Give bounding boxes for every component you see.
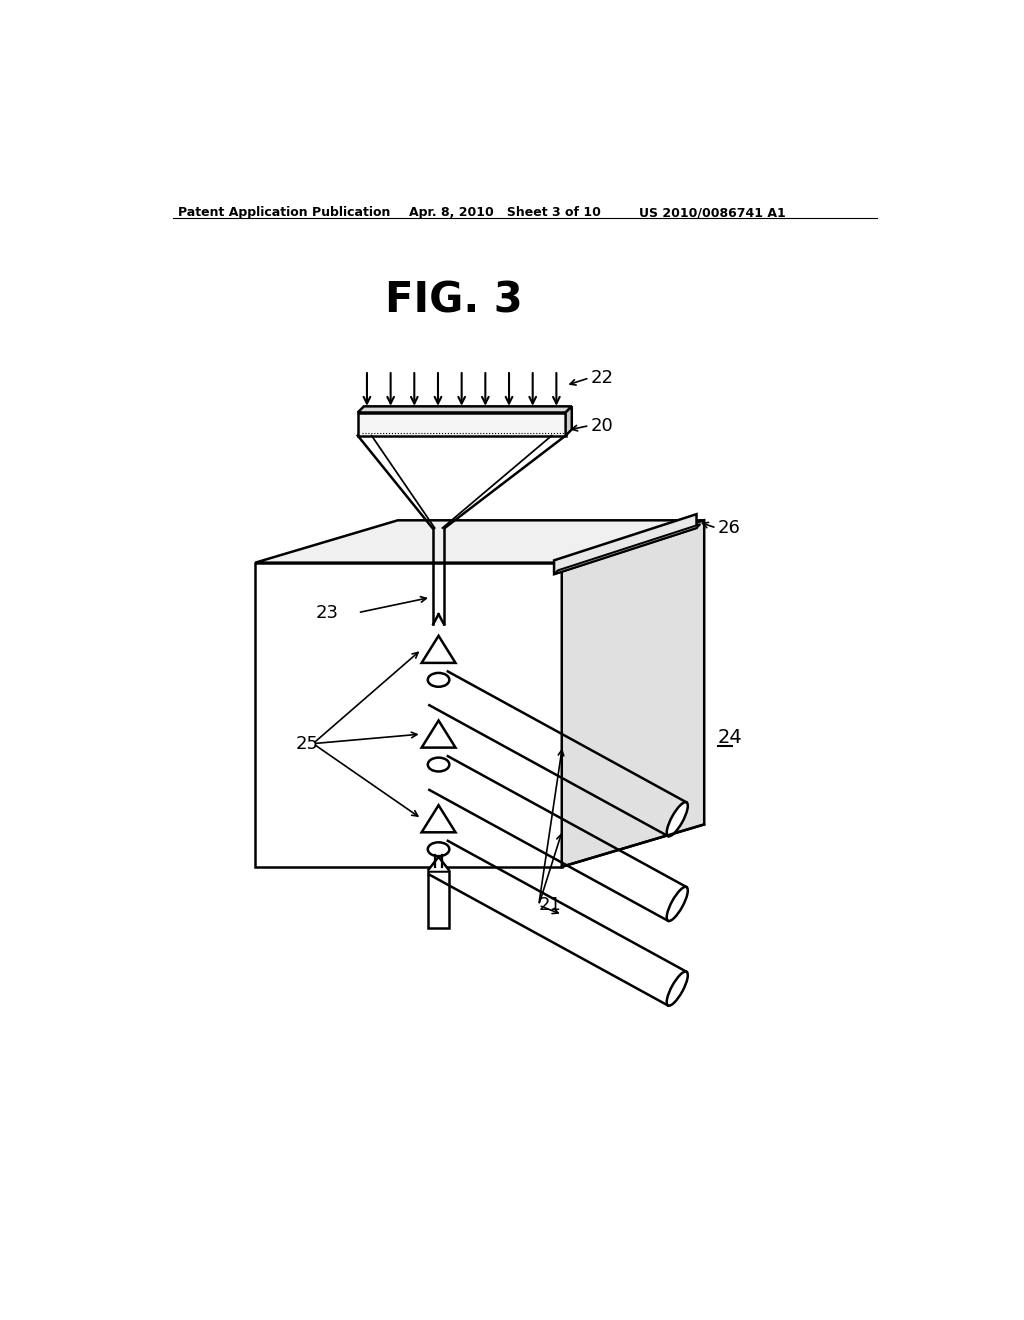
Polygon shape <box>562 520 705 867</box>
Text: 20: 20 <box>591 417 613 434</box>
Polygon shape <box>565 407 571 436</box>
FancyBboxPatch shape <box>428 871 450 928</box>
Text: FIG. 3: FIG. 3 <box>385 280 523 322</box>
Polygon shape <box>428 857 450 871</box>
Text: Patent Application Publication: Patent Application Publication <box>178 206 391 219</box>
Ellipse shape <box>428 842 450 857</box>
Text: US 2010/0086741 A1: US 2010/0086741 A1 <box>639 206 785 219</box>
Polygon shape <box>554 524 700 574</box>
Text: 24: 24 <box>718 727 742 747</box>
Ellipse shape <box>667 803 688 837</box>
Polygon shape <box>554 515 696 574</box>
Ellipse shape <box>428 673 450 686</box>
Ellipse shape <box>428 758 450 771</box>
Ellipse shape <box>667 972 688 1006</box>
Polygon shape <box>255 562 562 867</box>
Polygon shape <box>357 412 565 436</box>
Polygon shape <box>422 805 456 833</box>
Text: 21: 21 <box>539 896 561 915</box>
Text: 25: 25 <box>296 735 319 752</box>
Polygon shape <box>422 721 456 747</box>
Text: 23: 23 <box>315 603 338 622</box>
Text: Apr. 8, 2010   Sheet 3 of 10: Apr. 8, 2010 Sheet 3 of 10 <box>410 206 601 219</box>
Text: 26: 26 <box>718 519 741 537</box>
Polygon shape <box>357 407 571 412</box>
Polygon shape <box>255 520 705 562</box>
Ellipse shape <box>667 887 688 921</box>
Polygon shape <box>422 636 456 663</box>
Text: 22: 22 <box>591 368 614 387</box>
